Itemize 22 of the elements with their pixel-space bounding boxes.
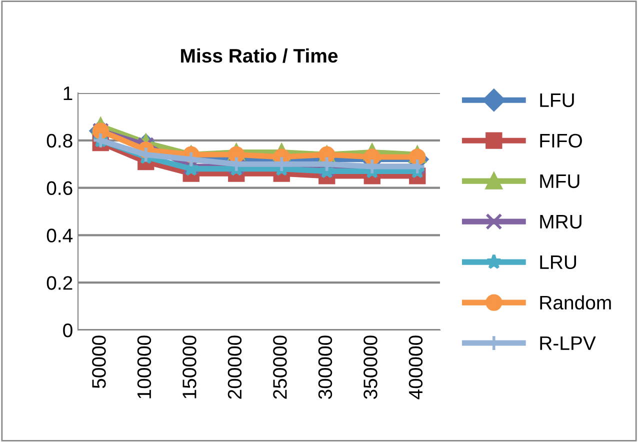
chart-title: Miss Ratio / Time [181,48,338,63]
x-tick-label: 300000 [318,336,332,399]
x-tick-label: 250000 [273,336,287,399]
y-tick-label: 0 [63,323,72,338]
y-tick-label: 0.8 [46,134,72,148]
x-tick-label: 350000 [364,336,378,399]
x-tick-label: 200000 [228,336,242,399]
legend-label: LRU [540,255,576,270]
legend-label: Random [540,295,611,310]
x-tick-label: 50000 [92,336,106,388]
y-tick-label: 1 [64,86,72,100]
y-tick-label: 0.6 [46,181,72,196]
x-tick-label: 150000 [182,336,196,398]
x-tick-label: 100000 [137,336,152,398]
legend-label: FIFO [540,134,582,148]
y-tick-label: 0.2 [46,276,72,290]
legend-label: LFU [540,94,574,108]
legend-label: R-LPV [540,336,596,350]
y-tick-label: 0.4 [46,228,73,242]
legend-label: MRU [540,215,582,229]
legend-label: MFU [540,174,580,188]
x-tick-label: 400000 [408,336,423,400]
